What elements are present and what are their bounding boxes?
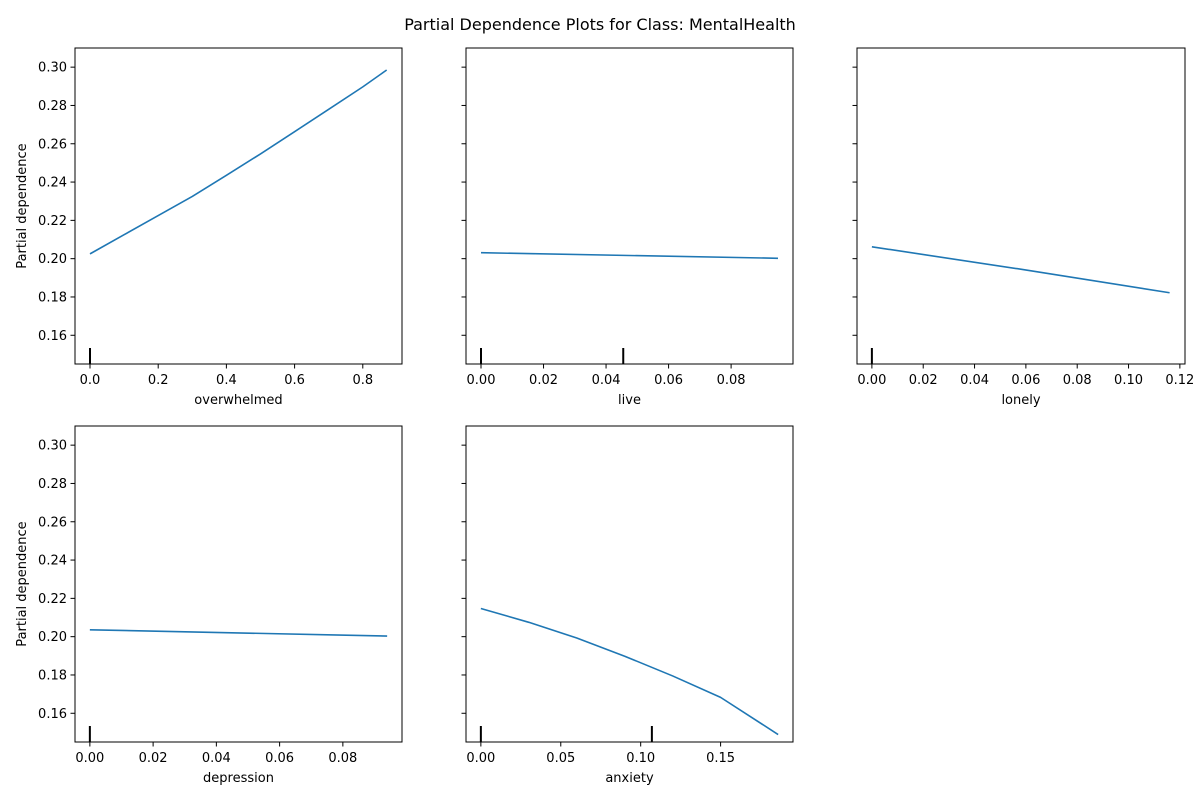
panel-0-ytick-label: 0.22 bbox=[38, 214, 67, 229]
panel-0-xtick-label: 0.6 bbox=[284, 373, 305, 388]
panel-2-xtick-label: 0.10 bbox=[1114, 373, 1143, 388]
panel-1-axes-frame bbox=[465, 47, 794, 365]
panel-3-ytick-label: 0.26 bbox=[38, 515, 67, 530]
panel-2-xtick-label: 0.06 bbox=[1011, 373, 1040, 388]
panel-2-xlabel: lonely bbox=[1001, 393, 1040, 408]
panel-3-xlabel: depression bbox=[203, 771, 274, 786]
panel-3-xtick-label: 0.04 bbox=[202, 751, 231, 766]
panel-1-pd-line bbox=[480, 251, 779, 260]
panel-4-xtick-label: 0.15 bbox=[706, 751, 735, 766]
panel-3-ytick-label: 0.18 bbox=[38, 668, 67, 683]
panel-live: 0.00 0.02 0.04 0.06 0.08 live bbox=[461, 47, 794, 408]
panel-3-ytick-label: 0.30 bbox=[38, 439, 67, 454]
panel-4-pd-line bbox=[480, 607, 779, 736]
figure-title: Partial Dependence Plots for Class: Ment… bbox=[404, 15, 796, 34]
panel-0-ytick-label: 0.18 bbox=[38, 290, 67, 305]
panel-4-xlabel: anxiety bbox=[605, 771, 654, 786]
panel-3-xtick-label: 0.06 bbox=[265, 751, 294, 766]
panel-3-ylabel: Partial dependence bbox=[15, 521, 30, 646]
panel-4-axes-frame bbox=[465, 425, 794, 743]
panel-2-axes-frame bbox=[856, 47, 1186, 365]
panel-0-ytick-label: 0.16 bbox=[38, 329, 67, 344]
panel-overwhelmed: 0.16 0.18 0.20 0.22 0.24 0.26 0.28 0.30 0.0 0.2 0.… bbox=[15, 47, 403, 408]
panel-0-xtick-label: 0.4 bbox=[216, 373, 237, 388]
panel-3-xtick-label: 0.00 bbox=[75, 751, 104, 766]
panel-1-xtick-label: 0.06 bbox=[654, 373, 683, 388]
panel-3-ytick-label: 0.24 bbox=[38, 554, 67, 569]
panel-lonely: 0.00 0.02 0.04 0.06 0.08 0.10 0.12 lonely bbox=[852, 47, 1194, 408]
panel-0-ytick-label: 0.26 bbox=[38, 137, 67, 152]
panel-0-ytick-label: 0.20 bbox=[38, 252, 67, 267]
panel-2-xtick-label: 0.02 bbox=[909, 373, 938, 388]
panel-0-ytick-label: 0.30 bbox=[38, 61, 67, 76]
panel-3-ytick-label: 0.20 bbox=[38, 630, 67, 645]
panel-2-xtick-label: 0.08 bbox=[1063, 373, 1092, 388]
panel-3-xtick-label: 0.08 bbox=[328, 751, 357, 766]
panel-0-axes-frame bbox=[74, 47, 403, 365]
panel-1-xlabel: live bbox=[618, 393, 641, 408]
panel-0-pd-line bbox=[89, 69, 388, 255]
panel-2-xtick-label: 0.00 bbox=[857, 373, 886, 388]
panel-1-xtick-label: 0.08 bbox=[717, 373, 746, 388]
panel-depression: 0.16 0.18 0.20 0.22 0.24 0.26 0.28 0.30 0.00 0.02… bbox=[15, 425, 403, 786]
panel-1-xtick-label: 0.04 bbox=[592, 373, 621, 388]
panel-2-xtick-label: 0.04 bbox=[960, 373, 989, 388]
panel-0-ylabel: Partial dependence bbox=[15, 143, 30, 268]
panel-anxiety: 0.00 0.05 0.10 0.15 anxiety bbox=[461, 425, 794, 786]
panel-1-xtick-label: 0.00 bbox=[467, 373, 496, 388]
panel-2-xtick-label: 0.12 bbox=[1165, 373, 1194, 388]
panel-4-xtick-label: 0.00 bbox=[466, 751, 495, 766]
panel-3-xtick-label: 0.02 bbox=[139, 751, 168, 766]
panel-3-pd-line bbox=[89, 628, 388, 637]
panel-1-xtick-label: 0.02 bbox=[529, 373, 558, 388]
panel-0-ytick-label: 0.28 bbox=[38, 99, 67, 114]
panel-0-xtick-label: 0.0 bbox=[80, 373, 101, 388]
panel-3-ytick-label: 0.28 bbox=[38, 477, 67, 492]
panel-0-ytick-label: 0.24 bbox=[38, 176, 67, 191]
panel-4-xtick-label: 0.05 bbox=[546, 751, 575, 766]
panel-3-axes-frame bbox=[74, 425, 403, 743]
panel-0-xlabel: overwhelmed bbox=[194, 393, 282, 408]
panel-3-ytick-label: 0.16 bbox=[38, 707, 67, 722]
panel-0-xtick-label: 0.2 bbox=[148, 373, 169, 388]
panel-0-xtick-label: 0.8 bbox=[352, 373, 373, 388]
panel-4-xtick-label: 0.10 bbox=[626, 751, 655, 766]
panel-3-ytick-label: 0.22 bbox=[38, 592, 67, 607]
panel-2-pd-line bbox=[871, 245, 1170, 294]
